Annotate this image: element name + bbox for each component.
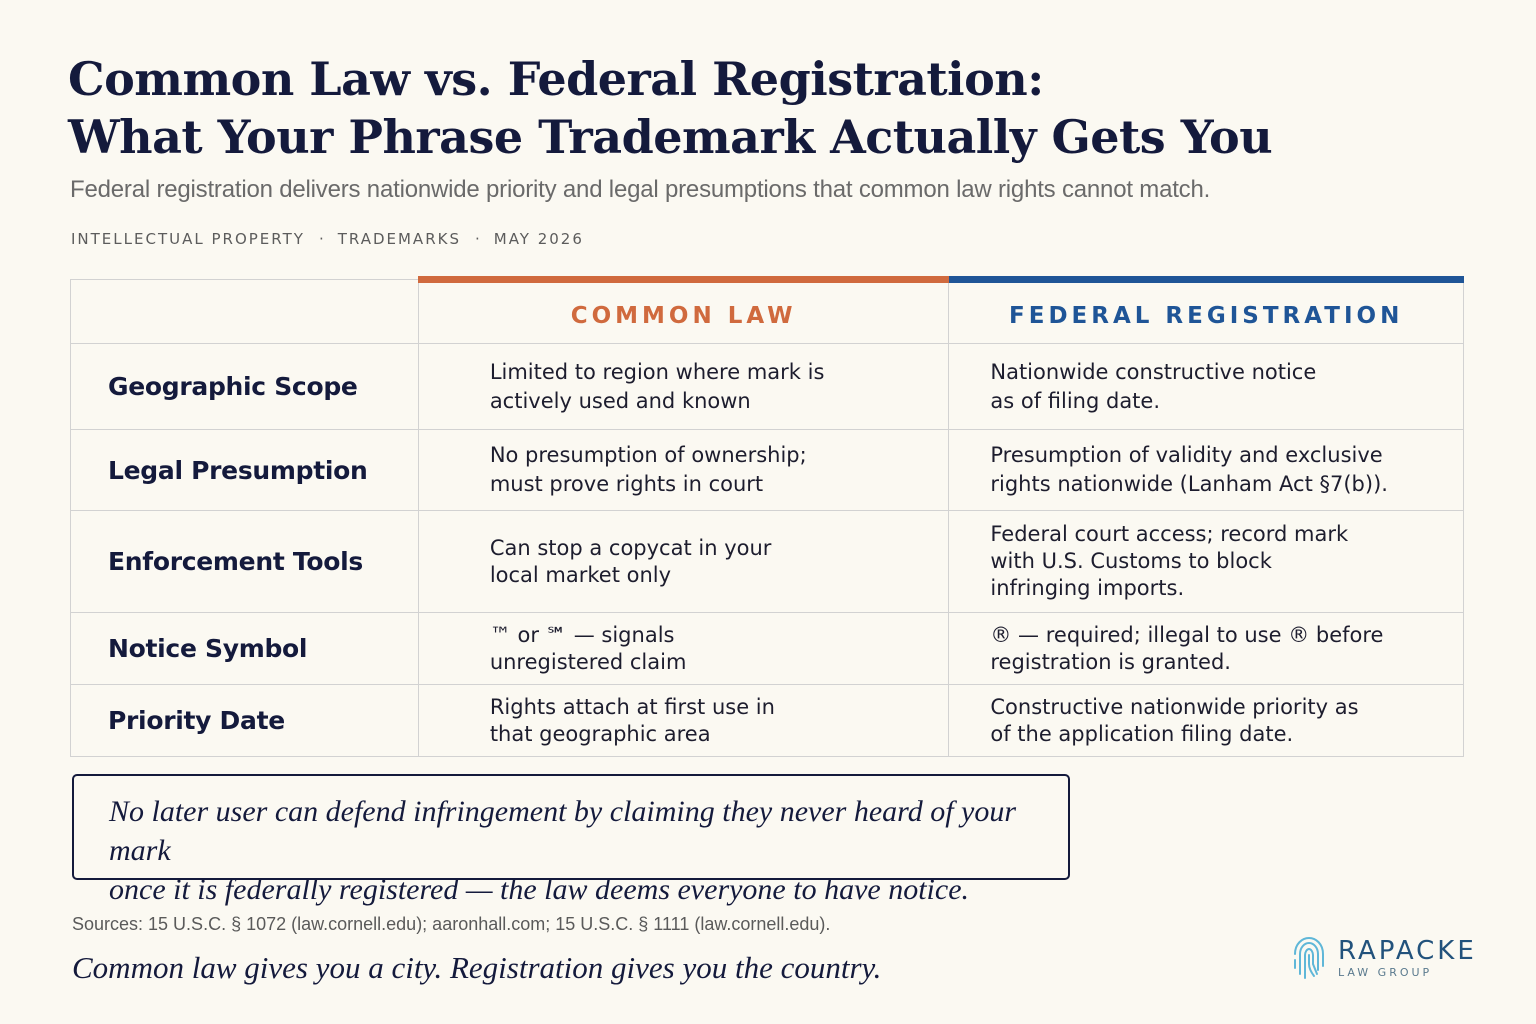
meta-category: INTELLECTUAL PROPERTY xyxy=(71,230,305,248)
table-row: Geographic Scope Limited to region where… xyxy=(70,343,1464,430)
row-label: Enforcement Tools xyxy=(70,510,419,613)
cell-line: unregistered claim xyxy=(489,649,687,674)
title-line-1: Common Law vs. Federal Registration: xyxy=(68,52,1044,106)
cell-line: Federal court access; record mark xyxy=(990,522,1349,546)
cell-line: Limited to region where mark is xyxy=(489,359,825,384)
table-row: Legal Presumption No presumption of owne… xyxy=(70,429,1464,511)
logo-subtitle: LAW GROUP xyxy=(1338,966,1433,979)
column-header-common-law: COMMON LAW xyxy=(417,276,950,344)
common-law-cell: Can stop a copycat in your local market … xyxy=(417,510,950,613)
row-label: Notice Symbol xyxy=(70,612,419,685)
table-row: Enforcement Tools Can stop a copycat in … xyxy=(70,510,1464,613)
header-empty-cell xyxy=(70,279,419,344)
callout-line-1: No later user can defend infringement by… xyxy=(109,795,1017,867)
page-title: Common Law vs. Federal Registration: Wha… xyxy=(68,50,1468,166)
meta-separator: · xyxy=(474,230,480,248)
cell-line: Constructive nationwide priority as xyxy=(990,694,1359,719)
logo-text: RAPACKE LAW GROUP xyxy=(1338,936,1477,980)
meta-topic: TRADEMARKS xyxy=(337,230,461,248)
comparison-table: COMMON LAW FEDERAL REGISTRATION Geograph… xyxy=(70,276,1464,757)
common-law-cell: No presumption of ownership; must prove … xyxy=(417,429,950,511)
cell-line: registration is granted. xyxy=(990,649,1231,674)
cell-line: ™ or ℠ — signals xyxy=(489,622,675,647)
tagline: Common law gives you a city. Registratio… xyxy=(72,950,882,985)
page-subtitle: Federal registration delivers nationwide… xyxy=(70,176,1211,203)
common-law-cell: ™ or ℠ — signals unregistered claim xyxy=(417,612,950,685)
fingerprint-icon xyxy=(1294,936,1324,979)
federal-cell: Nationwide constructive notice as of fil… xyxy=(948,343,1464,430)
title-line-2: What Your Phrase Trademark Actually Gets… xyxy=(68,110,1273,164)
cell-line: Nationwide constructive notice xyxy=(990,359,1317,384)
common-law-cell: Rights attach at first use in that geogr… xyxy=(417,684,950,757)
federal-cell: Presumption of validity and exclusive ri… xyxy=(948,429,1464,511)
callout-line-2: once it is federally registered — the la… xyxy=(109,873,970,906)
row-label: Geographic Scope xyxy=(70,343,419,430)
federal-cell: ® — required; illegal to use ® before re… xyxy=(948,612,1464,685)
cell-line: No presumption of ownership; xyxy=(489,443,807,467)
meta-date: MAY 2026 xyxy=(493,230,584,248)
cell-line: Rights attach at first use in xyxy=(489,694,775,719)
cell-line: infringing imports. xyxy=(990,576,1185,600)
logo-name: RAPACKE xyxy=(1338,936,1477,966)
cell-line: Can stop a copycat in your xyxy=(489,535,772,560)
callout-quote: No later user can defend infringement by… xyxy=(72,774,1070,906)
cell-line: local market only xyxy=(489,562,672,587)
table-header-row: COMMON LAW FEDERAL REGISTRATION xyxy=(70,276,1464,344)
cell-line: as of filing date. xyxy=(990,388,1161,413)
cell-line: actively used and known xyxy=(489,388,751,413)
cell-line: with U.S. Customs to block xyxy=(990,549,1272,573)
cell-line: Presumption of validity and exclusive xyxy=(990,443,1383,467)
table-row: Notice Symbol ™ or ℠ — signals unregiste… xyxy=(70,612,1464,685)
cell-line: rights nationwide (Lanham Act §7(b)). xyxy=(990,472,1388,496)
table-row: Priority Date Rights attach at first use… xyxy=(70,684,1464,757)
cell-line: of the application filing date. xyxy=(990,721,1294,746)
meta-separator: · xyxy=(318,230,324,248)
cell-line: must prove rights in court xyxy=(489,472,764,496)
brand-logo: RAPACKE LAW GROUP xyxy=(1290,934,1477,982)
row-label: Priority Date xyxy=(70,684,419,757)
column-header-federal-registration: FEDERAL REGISTRATION xyxy=(948,276,1464,344)
row-label: Legal Presumption xyxy=(70,429,419,511)
federal-cell: Federal court access; record mark with U… xyxy=(948,510,1464,613)
cell-line: ® — required; illegal to use ® before xyxy=(990,622,1384,647)
cell-line: that geographic area xyxy=(489,721,711,746)
federal-cell: Constructive nationwide priority as of t… xyxy=(948,684,1464,757)
meta-tags: INTELLECTUAL PROPERTY · TRADEMARKS · MAY… xyxy=(71,230,584,248)
common-law-cell: Limited to region where mark is actively… xyxy=(417,343,950,430)
sources-note: Sources: 15 U.S.C. § 1072 (law.cornell.e… xyxy=(72,914,831,934)
